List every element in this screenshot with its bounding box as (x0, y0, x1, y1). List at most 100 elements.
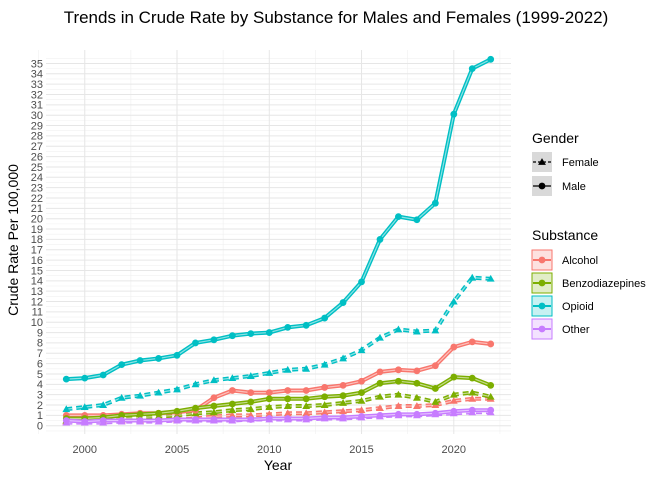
data-point (228, 406, 237, 414)
data-point (468, 394, 477, 402)
y-tick-label: 19 (31, 224, 43, 236)
data-point (302, 387, 310, 394)
data-point (357, 396, 366, 404)
data-point (376, 236, 384, 243)
data-point (80, 403, 89, 411)
grid-lines (38, 50, 511, 434)
data-point (302, 415, 310, 422)
data-point (487, 381, 495, 389)
data-point (486, 392, 495, 400)
data-point (376, 404, 384, 412)
x-tick-label: 2015 (349, 444, 373, 456)
data-point (486, 274, 495, 282)
y-tick-label: 13 (31, 286, 43, 298)
data-point (283, 402, 292, 409)
data-point (376, 333, 384, 341)
data-point (284, 387, 292, 394)
data-point (431, 326, 440, 334)
data-point (136, 417, 144, 424)
data-point (247, 330, 255, 338)
data-point (413, 379, 421, 387)
y-tick-label: 27 (31, 141, 43, 153)
data-point (395, 410, 402, 418)
y-tick-label: 26 (31, 151, 43, 163)
legend-item-benzodiazepines: Benzodiazepines (531, 272, 646, 294)
data-point (265, 403, 274, 411)
data-point (395, 366, 402, 374)
y-tick-label: 1 (37, 410, 43, 422)
data-point (450, 343, 458, 351)
data-point (265, 389, 273, 396)
data-point (394, 325, 403, 333)
legend-shape-key (538, 302, 546, 310)
data-point (321, 314, 329, 322)
data-point (450, 110, 458, 118)
data-point (284, 323, 292, 331)
y-tick-label: 28 (31, 131, 43, 143)
data-point (339, 407, 347, 415)
x-axis: 2000 2005 2010 2015 2020 (73, 444, 467, 456)
y-tick-label: 30 (31, 110, 43, 122)
legend-shape-key (538, 279, 546, 287)
data-point (468, 338, 476, 346)
data-point (247, 398, 255, 406)
y-tick-label: 17 (31, 245, 43, 257)
y-tick-label: 21 (31, 203, 43, 215)
series-layer (62, 55, 495, 426)
data-point (136, 391, 145, 399)
legend: Gender Female Male Substance Alcohol Benzodia… (531, 130, 646, 340)
data-point (265, 410, 274, 418)
legend-item-female: Female (532, 152, 599, 172)
data-point (192, 404, 199, 412)
data-point (358, 413, 365, 420)
legend-item-male: Male (532, 176, 586, 196)
y-tick-label: 10 (31, 317, 43, 329)
data-point (192, 416, 199, 423)
data-point (376, 379, 384, 387)
data-point (265, 415, 273, 422)
data-point (265, 395, 273, 403)
x-axis-title: Year (264, 457, 293, 473)
data-point (136, 357, 144, 364)
y-tick-label: 25 (31, 162, 43, 174)
data-point (62, 417, 70, 424)
legend-label: Other (562, 324, 590, 336)
series-line-highlight (66, 277, 491, 410)
y-tick-label: 31 (31, 100, 43, 112)
legend-item-other: Other (531, 318, 590, 340)
y-tick-label: 6 (37, 358, 43, 370)
legend-item-alcohol: Alcohol (531, 249, 598, 271)
data-point (228, 400, 236, 408)
data-point (302, 364, 311, 372)
data-point (284, 395, 292, 403)
data-point (284, 415, 292, 422)
data-point (173, 351, 181, 359)
y-tick-label: 32 (31, 89, 43, 101)
legend-title-gender: Gender (532, 130, 579, 146)
y-tick-label: 7 (37, 348, 43, 360)
data-point (118, 411, 126, 419)
data-point (376, 411, 384, 419)
y-tick-label: 29 (31, 120, 43, 132)
y-tick-label: 33 (31, 79, 43, 91)
y-tick-label: 14 (31, 276, 43, 288)
data-point (283, 409, 292, 417)
data-point (395, 213, 402, 221)
legend-title-substance: Substance (532, 227, 598, 243)
data-point (302, 321, 310, 329)
data-point (228, 387, 236, 394)
data-point (412, 402, 421, 409)
data-point (468, 388, 477, 396)
series-other-male (62, 406, 495, 425)
data-point (228, 411, 237, 419)
legend-label: Male (562, 181, 586, 193)
y-tick-label: 34 (31, 69, 43, 81)
y-tick-label: 24 (31, 172, 43, 184)
data-point (265, 369, 274, 376)
legend-item-opioid: Opioid (531, 295, 594, 317)
data-point (487, 340, 495, 348)
legend-shape-key (538, 182, 546, 190)
data-point (155, 355, 162, 362)
data-point (228, 416, 236, 423)
